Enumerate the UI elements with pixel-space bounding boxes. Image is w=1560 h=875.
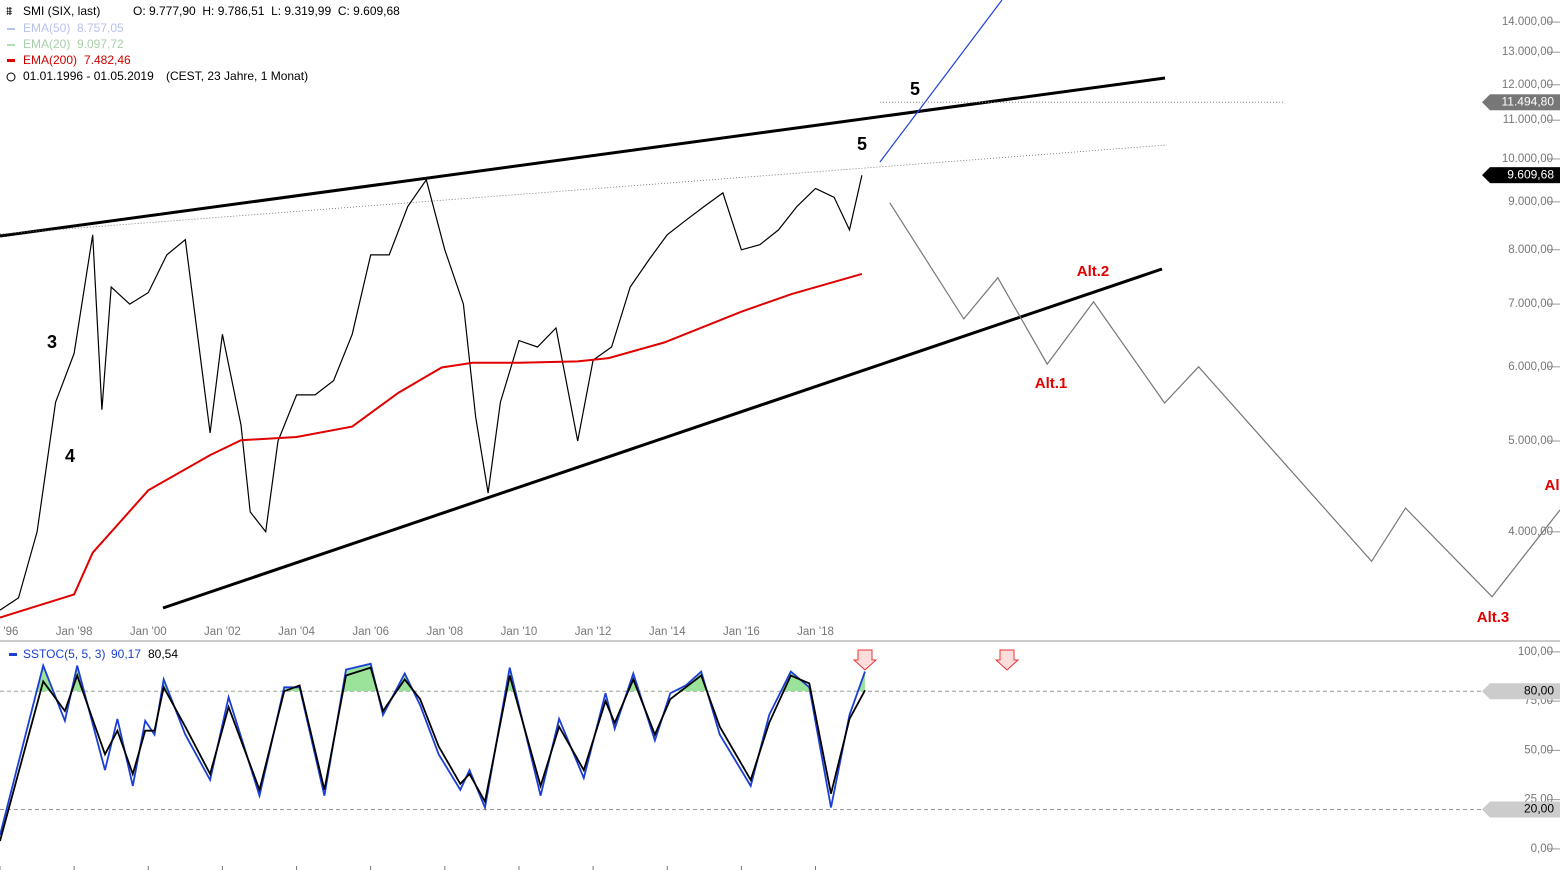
y-tick-label: 8.000,00 bbox=[1508, 244, 1553, 256]
level-label: 80,00 bbox=[1524, 683, 1554, 697]
down-arrow bbox=[852, 649, 878, 671]
y-tick-label: 6.000,00 bbox=[1508, 361, 1553, 373]
y-tick-label: 10.000,00 bbox=[1502, 153, 1553, 165]
x-tick-label: Jan '12 bbox=[575, 626, 612, 638]
level-label-tip bbox=[1482, 801, 1490, 818]
annotation: Alt.1 bbox=[1035, 375, 1068, 392]
series-line bbox=[0, 175, 863, 611]
legend-swatch bbox=[7, 59, 15, 62]
level-label-tip bbox=[1482, 683, 1490, 700]
legend-name: EMA(20) bbox=[23, 37, 70, 51]
legend-swatch bbox=[7, 44, 15, 46]
last-price-bg bbox=[1490, 167, 1560, 184]
y-tick-label: 9.000,00 bbox=[1508, 196, 1553, 208]
y-tick-label: 13.000,00 bbox=[1502, 46, 1553, 58]
y-tick-label: 14.000,00 bbox=[1502, 16, 1553, 28]
annotation: Al bbox=[1545, 477, 1560, 494]
x-tick-label: Jan '96 bbox=[0, 626, 18, 638]
level-label-bg bbox=[1490, 683, 1560, 700]
ohlc: O: 9.777,90 H: 9.786,51 L: 9.319,99 C: 9… bbox=[133, 4, 400, 18]
legend-name: EMA(50) bbox=[23, 21, 70, 35]
price-level-label: 11.494,80 bbox=[1502, 94, 1555, 108]
y-tick-label: 12.000,00 bbox=[1502, 79, 1553, 91]
legend-value: 80,54 bbox=[148, 647, 178, 661]
last-price: 9.609,68 bbox=[1507, 167, 1554, 181]
down-arrow bbox=[994, 649, 1020, 671]
x-tick-label: Jan '06 bbox=[352, 626, 389, 638]
lower-trendline bbox=[162, 267, 1163, 610]
price-level-label-bg bbox=[1490, 94, 1560, 111]
icon: ⩩ bbox=[6, 4, 13, 18]
last-price-tip bbox=[1482, 167, 1490, 184]
legend-name: SSTOC(5, 5, 3) bbox=[23, 647, 105, 661]
annotation: 5 bbox=[910, 79, 920, 99]
x-tick-label: Jan '04 bbox=[278, 626, 315, 638]
annotation: 4 bbox=[65, 446, 75, 466]
x-tick-label: Jan '02 bbox=[204, 626, 241, 638]
dotted-trendline bbox=[0, 144, 1168, 235]
period: 01.01.1996 - 01.05.2019 bbox=[23, 69, 154, 83]
annotation: Alt.3 bbox=[1477, 609, 1510, 626]
series-line bbox=[0, 272, 863, 619]
legend-value: 7.482,46 bbox=[84, 53, 131, 67]
period-note: (CEST, 23 Jahre, 1 Monat) bbox=[166, 69, 308, 83]
clock-icon bbox=[6, 72, 16, 82]
y-tick-label: 11.000,00 bbox=[1503, 114, 1553, 126]
instrument: SMI (SIX, last) bbox=[23, 4, 100, 18]
series-line bbox=[0, 662, 866, 836]
level-label-bg bbox=[1490, 801, 1560, 818]
y-tick-label: 50,00 bbox=[1524, 744, 1553, 756]
x-tick-label: Jan '00 bbox=[130, 626, 167, 638]
x-tick-label: Jan '98 bbox=[56, 626, 93, 638]
legend-swatch bbox=[9, 653, 17, 656]
legend-swatch bbox=[7, 28, 15, 30]
annotation: 5 bbox=[857, 134, 867, 154]
annotation: Alt.2 bbox=[1077, 263, 1110, 280]
legend-value: 90,17 bbox=[111, 647, 141, 661]
x-tick-label: Jan '18 bbox=[797, 626, 834, 638]
x-tick-label: Jan '14 bbox=[649, 626, 686, 638]
legend-value: 8.757,05 bbox=[77, 21, 124, 35]
x-tick-label: Jan '16 bbox=[723, 626, 760, 638]
blue-projection bbox=[879, 0, 1003, 163]
x-tick-label: Jan '08 bbox=[426, 626, 463, 638]
y-tick-label: 100,00 bbox=[1518, 646, 1553, 658]
y-tick-label: 7.000,00 bbox=[1508, 298, 1553, 310]
legend-value: 9.097,72 bbox=[77, 37, 124, 51]
upper-trendline bbox=[0, 76, 1166, 238]
annotation: 3 bbox=[47, 332, 57, 352]
series-line bbox=[889, 202, 1560, 598]
legend-name: EMA(200) bbox=[23, 53, 77, 67]
y-tick-label: 0,00 bbox=[1531, 843, 1553, 855]
series-line bbox=[0, 666, 866, 842]
y-tick-label: 5.000,00 bbox=[1508, 435, 1553, 447]
price-level-label-tip bbox=[1482, 94, 1490, 111]
x-tick-label: Jan '10 bbox=[501, 626, 538, 638]
level-label: 20,00 bbox=[1524, 802, 1554, 816]
y-tick-label: 4.000,00 bbox=[1508, 526, 1553, 538]
